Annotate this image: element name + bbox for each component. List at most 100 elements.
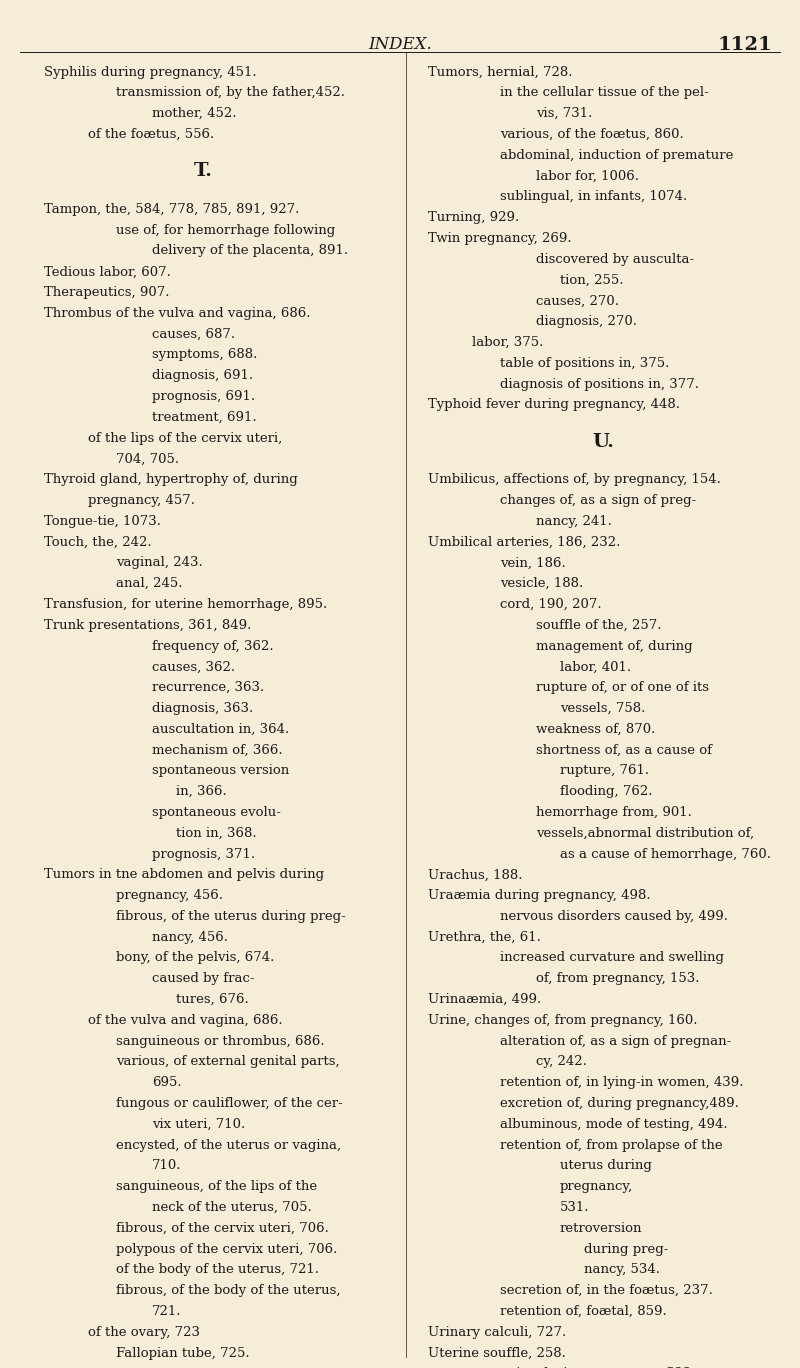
Text: alteration of, as a sign of pregnan-: alteration of, as a sign of pregnan- (500, 1034, 731, 1048)
Text: management of, during: management of, during (536, 640, 693, 653)
Text: abdominal, induction of premature: abdominal, induction of premature (500, 149, 734, 161)
Text: frequency of, 362.: frequency of, 362. (152, 640, 274, 653)
Text: diagnosis, 363.: diagnosis, 363. (152, 702, 254, 715)
Text: U.: U. (592, 432, 614, 450)
Text: INDEX.: INDEX. (368, 36, 432, 52)
Text: recurrence, 363.: recurrence, 363. (152, 681, 264, 694)
Text: labor, 375.: labor, 375. (472, 337, 543, 349)
Text: souffle of the, 257.: souffle of the, 257. (536, 618, 662, 632)
Text: tion, 255.: tion, 255. (560, 274, 623, 287)
Text: use of, for hemorrhage following: use of, for hemorrhage following (116, 224, 335, 237)
Text: transmission of, by the father,452.: transmission of, by the father,452. (116, 86, 345, 100)
Text: sanguineous or thrombus, 686.: sanguineous or thrombus, 686. (116, 1034, 325, 1048)
Text: secretion of, in the foætus, 237.: secretion of, in the foætus, 237. (500, 1285, 713, 1297)
Text: of the foætus, 556.: of the foætus, 556. (88, 129, 214, 141)
Text: vis, 731.: vis, 731. (536, 107, 592, 120)
Text: Urinaæmia, 499.: Urinaæmia, 499. (428, 993, 542, 1005)
Text: sublingual, in infants, 1074.: sublingual, in infants, 1074. (500, 190, 687, 204)
Text: labor for, 1006.: labor for, 1006. (536, 170, 639, 183)
Text: causes, 687.: causes, 687. (152, 328, 235, 341)
Text: retention of, from prolapse of the: retention of, from prolapse of the (500, 1138, 722, 1152)
Text: Urethra, the, 61.: Urethra, the, 61. (428, 930, 541, 944)
Text: causes, 270.: causes, 270. (536, 294, 619, 308)
Text: sanguineous, of the lips of the: sanguineous, of the lips of the (116, 1181, 317, 1193)
Text: 704, 705.: 704, 705. (116, 453, 179, 465)
Text: excretion of, during pregnancy,489.: excretion of, during pregnancy,489. (500, 1097, 739, 1109)
Text: tures, 676.: tures, 676. (176, 993, 249, 1005)
Text: auscultation in, 364.: auscultation in, 364. (152, 722, 290, 736)
Text: Thrombus of the vulva and vagina, 686.: Thrombus of the vulva and vagina, 686. (44, 306, 310, 320)
Text: 1121: 1121 (718, 36, 772, 53)
Text: in, 366.: in, 366. (176, 785, 226, 798)
Text: spontaneous evolu-: spontaneous evolu- (152, 806, 281, 819)
Text: rupture, 761.: rupture, 761. (560, 765, 649, 777)
Text: Tampon, the, 584, 778, 785, 891, 927.: Tampon, the, 584, 778, 785, 891, 927. (44, 202, 299, 216)
Text: treatment, 691.: treatment, 691. (152, 410, 257, 424)
Text: Umbilicus, affections of, by pregnancy, 154.: Umbilicus, affections of, by pregnancy, … (428, 473, 721, 486)
Text: Uterine souffle, 258.: Uterine souffle, 258. (428, 1346, 566, 1360)
Text: diagnosis, 270.: diagnosis, 270. (536, 315, 637, 328)
Text: Fallopian tube, 725.: Fallopian tube, 725. (116, 1346, 250, 1360)
Text: polypous of the cervix uteri, 706.: polypous of the cervix uteri, 706. (116, 1242, 338, 1256)
Text: various, of the foætus, 860.: various, of the foætus, 860. (500, 129, 684, 141)
Text: fibrous, of the cervix uteri, 706.: fibrous, of the cervix uteri, 706. (116, 1222, 329, 1235)
Text: of the lips of the cervix uteri,: of the lips of the cervix uteri, (88, 432, 282, 445)
Text: Trunk presentations, 361, 849.: Trunk presentations, 361, 849. (44, 618, 251, 632)
Text: diagnosis of positions in, 377.: diagnosis of positions in, 377. (500, 378, 699, 391)
Text: vesicle, 188.: vesicle, 188. (500, 577, 583, 590)
Text: pregnancy, 457.: pregnancy, 457. (88, 494, 195, 508)
Text: vessels,abnormal distribution of,: vessels,abnormal distribution of, (536, 826, 754, 840)
Text: Touch, the, 242.: Touch, the, 242. (44, 536, 152, 549)
Text: 531.: 531. (560, 1201, 590, 1213)
Text: prognosis, 371.: prognosis, 371. (152, 848, 255, 860)
Text: retention of, foætal, 859.: retention of, foætal, 859. (500, 1305, 666, 1317)
Text: hemorrhage from, 901.: hemorrhage from, 901. (536, 806, 692, 819)
Text: Typhoid fever during pregnancy, 448.: Typhoid fever during pregnancy, 448. (428, 398, 680, 412)
Text: cord, 190, 207.: cord, 190, 207. (500, 598, 602, 611)
Text: vaginal, 243.: vaginal, 243. (116, 557, 202, 569)
Text: Urachus, 188.: Urachus, 188. (428, 869, 522, 881)
Text: Therapeutics, 907.: Therapeutics, 907. (44, 286, 170, 300)
Text: of the ovary, 723: of the ovary, 723 (88, 1326, 200, 1339)
Text: as a cause of hemorrhage, 760.: as a cause of hemorrhage, 760. (560, 848, 771, 860)
Text: of the vulva and vagina, 686.: of the vulva and vagina, 686. (88, 1014, 282, 1027)
Text: bony, of the pelvis, 674.: bony, of the pelvis, 674. (116, 952, 274, 964)
Text: Turning, 929.: Turning, 929. (428, 211, 519, 224)
Text: 721.: 721. (152, 1305, 182, 1317)
Text: spontaneous version: spontaneous version (152, 765, 290, 777)
Text: Syphilis during pregnancy, 451.: Syphilis during pregnancy, 451. (44, 66, 257, 79)
Text: retroversion: retroversion (560, 1222, 642, 1235)
Text: fungous or cauliflower, of the cer-: fungous or cauliflower, of the cer- (116, 1097, 342, 1109)
Text: nancy, 534.: nancy, 534. (584, 1264, 660, 1276)
Text: Urinary calculi, 727.: Urinary calculi, 727. (428, 1326, 566, 1339)
Text: increased curvature and swelling: increased curvature and swelling (500, 952, 724, 964)
Text: discovered by ausculta-: discovered by ausculta- (536, 253, 694, 265)
Text: causes, 362.: causes, 362. (152, 661, 235, 673)
Text: mother, 452.: mother, 452. (152, 107, 237, 120)
Text: of the body of the uterus, 721.: of the body of the uterus, 721. (116, 1264, 319, 1276)
Text: 695.: 695. (152, 1077, 182, 1089)
Text: T.: T. (194, 163, 213, 181)
Text: pregnancy,: pregnancy, (560, 1181, 634, 1193)
Text: prognosis, 691.: prognosis, 691. (152, 390, 255, 404)
Text: during preg-: during preg- (584, 1242, 668, 1256)
Text: labor, 401.: labor, 401. (560, 661, 631, 673)
Text: Umbilical arteries, 186, 232.: Umbilical arteries, 186, 232. (428, 536, 620, 549)
Text: nancy, 456.: nancy, 456. (152, 930, 228, 944)
Text: Tumors, hernial, 728.: Tumors, hernial, 728. (428, 66, 573, 79)
Text: neck of the uterus, 705.: neck of the uterus, 705. (152, 1201, 312, 1213)
Text: encysted, of the uterus or vagina,: encysted, of the uterus or vagina, (116, 1138, 341, 1152)
Text: of, from pregnancy, 153.: of, from pregnancy, 153. (536, 973, 699, 985)
Text: in the cellular tissue of the pel-: in the cellular tissue of the pel- (500, 86, 709, 100)
Text: Twin pregnancy, 269.: Twin pregnancy, 269. (428, 233, 572, 245)
Text: nervous disorders caused by, 499.: nervous disorders caused by, 499. (500, 910, 728, 923)
Text: symptoms, 688.: symptoms, 688. (152, 349, 258, 361)
Text: Transfusion, for uterine hemorrhage, 895.: Transfusion, for uterine hemorrhage, 895… (44, 598, 327, 611)
Text: pregnancy, 456.: pregnancy, 456. (116, 889, 223, 902)
Text: table of positions in, 375.: table of positions in, 375. (500, 357, 670, 369)
Text: nancy, 241.: nancy, 241. (536, 514, 612, 528)
Text: Tedious labor, 607.: Tedious labor, 607. (44, 265, 171, 278)
Text: fibrous, of the uterus during preg-: fibrous, of the uterus during preg- (116, 910, 346, 923)
Text: cy, 242.: cy, 242. (536, 1056, 587, 1068)
Text: rupture of, or of one of its: rupture of, or of one of its (536, 681, 709, 694)
